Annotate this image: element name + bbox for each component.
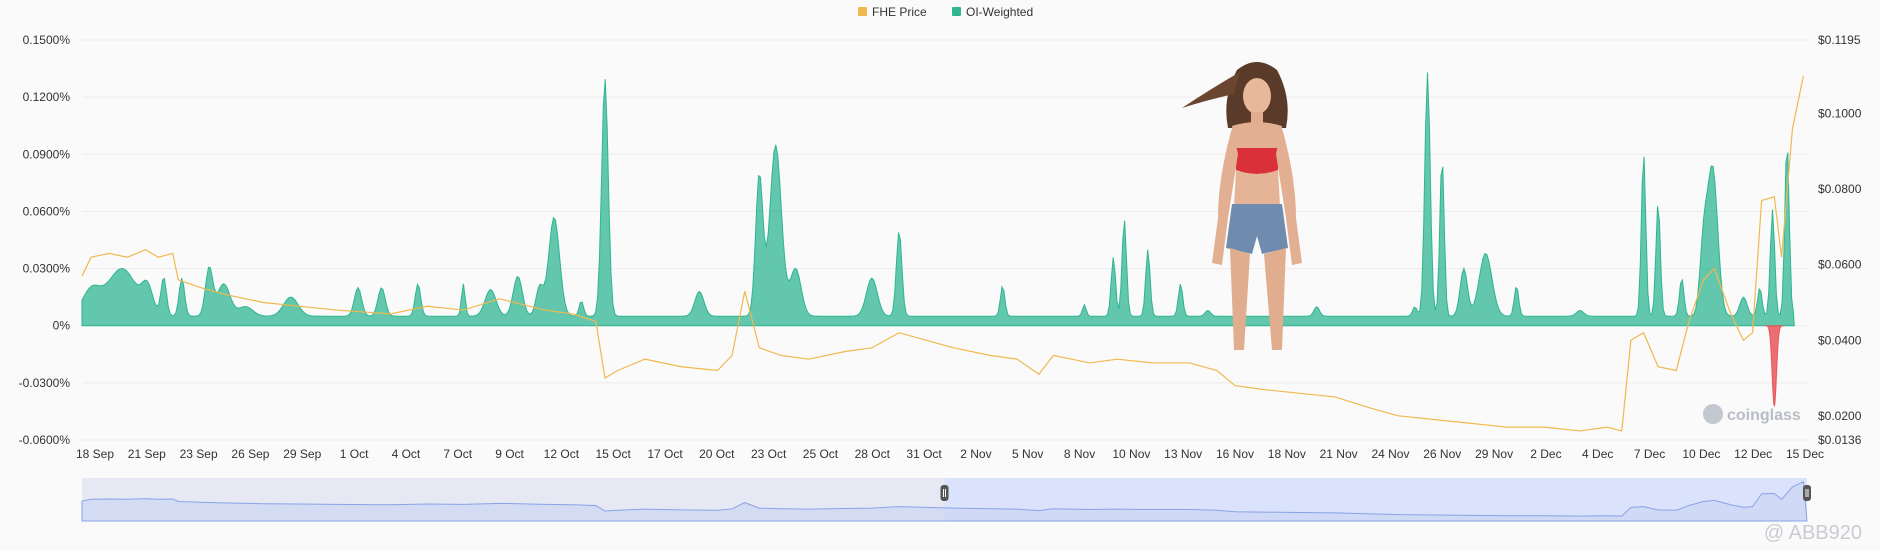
- legend-swatch-0: [858, 7, 867, 16]
- x-tick-20: 10 Nov: [1112, 447, 1150, 461]
- x-tick-18: 5 Nov: [1012, 447, 1043, 461]
- legend-label-0: FHE Price: [872, 5, 927, 19]
- x-tick-7: 7 Oct: [443, 447, 472, 461]
- x-tick-29: 4 Dec: [1582, 447, 1613, 461]
- left-tick-7: -0.0600%: [19, 433, 71, 447]
- x-tick-25: 24 Nov: [1371, 447, 1409, 461]
- x-tick-1: 21 Sep: [128, 447, 166, 461]
- x-tick-16: 31 Oct: [906, 447, 942, 461]
- legend: FHE Price OI-Weighted: [858, 5, 1033, 19]
- range-navigator[interactable]: [81, 478, 1811, 522]
- oi-weighted-area: [81, 72, 1795, 408]
- right-tick-2: $0.0800: [1818, 182, 1862, 196]
- left-tick-3: 0.0600%: [23, 204, 71, 218]
- oi-positive-area: [81, 72, 1795, 327]
- left-tick-5: 0%: [53, 319, 71, 333]
- fhe-price-line: [81, 75, 1804, 432]
- x-tick-13: 23 Oct: [751, 447, 787, 461]
- x-tick-19: 8 Nov: [1064, 447, 1095, 461]
- legend-swatch-1: [952, 7, 961, 16]
- attribution: @ ABB920: [1763, 522, 1862, 544]
- navigator-series: [81, 481, 1808, 522]
- grid: [82, 39, 1807, 441]
- x-tick-14: 25 Oct: [803, 447, 839, 461]
- x-tick-10: 15 Oct: [596, 447, 632, 461]
- price-line: [81, 75, 1804, 432]
- x-tick-23: 18 Nov: [1268, 447, 1306, 461]
- x-tick-26: 26 Nov: [1423, 447, 1461, 461]
- right-tick-0: $0.1195: [1818, 33, 1861, 47]
- x-tick-31: 10 Dec: [1682, 447, 1720, 461]
- coinglass-watermark: coinglass: [1703, 404, 1801, 424]
- x-tick-0: 18 Sep: [76, 447, 114, 461]
- x-tick-4: 29 Sep: [283, 447, 321, 461]
- x-tick-33: 15 Dec: [1786, 447, 1824, 461]
- navigator-handle-1[interactable]: [1803, 485, 1811, 501]
- x-tick-11: 17 Oct: [647, 447, 683, 461]
- right-tick-3: $0.0600: [1818, 258, 1862, 272]
- x-tick-30: 7 Dec: [1634, 447, 1665, 461]
- right-tick-6: $0.0136: [1818, 433, 1862, 447]
- x-tick-28: 2 Dec: [1530, 447, 1561, 461]
- x-tick-6: 4 Oct: [392, 447, 421, 461]
- left-tick-6: -0.0300%: [19, 376, 71, 390]
- navigator-handle-0[interactable]: [940, 485, 949, 501]
- left-tick-0: 0.1500%: [23, 33, 71, 47]
- x-tick-2: 23 Sep: [180, 447, 218, 461]
- right-tick-1: $0.1000: [1818, 107, 1862, 121]
- x-tick-8: 9 Oct: [495, 447, 524, 461]
- watermark-text: coinglass: [1727, 407, 1801, 424]
- x-tick-12: 20 Oct: [699, 447, 735, 461]
- right-axis: $0.1195 $0.1000 $0.0800 $0.0600 $0.0400 $0.02…: [1818, 33, 1862, 447]
- x-tick-17: 2 Nov: [960, 447, 991, 461]
- right-tick-5: $0.0200: [1818, 409, 1862, 423]
- x-tick-22: 16 Nov: [1216, 447, 1254, 461]
- left-tick-1: 0.1200%: [23, 90, 71, 104]
- left-tick-4: 0.0300%: [23, 262, 71, 276]
- x-tick-21: 13 Nov: [1164, 447, 1202, 461]
- left-tick-2: 0.0900%: [23, 147, 71, 161]
- x-tick-24: 21 Nov: [1320, 447, 1358, 461]
- x-tick-9: 12 Oct: [544, 447, 580, 461]
- left-axis: 0.1500% 0.1200% 0.0900% 0.0600% 0.0300% 0% -0.…: [19, 33, 71, 447]
- legend-label-1: OI-Weighted: [966, 5, 1033, 19]
- oi-negative-area: [1764, 325, 1784, 408]
- x-tick-5: 1 Oct: [340, 447, 369, 461]
- x-tick-27: 29 Nov: [1475, 447, 1513, 461]
- x-tick-32: 12 Dec: [1734, 447, 1772, 461]
- woman-photo: [1182, 62, 1302, 350]
- x-tick-15: 28 Oct: [855, 447, 891, 461]
- x-tick-3: 26 Sep: [231, 447, 269, 461]
- right-tick-4: $0.0400: [1818, 333, 1862, 347]
- x-axis: 18 Sep 21 Sep 23 Sep 26 Sep 29 Sep 1 Oct 4 Oct…: [76, 447, 1824, 461]
